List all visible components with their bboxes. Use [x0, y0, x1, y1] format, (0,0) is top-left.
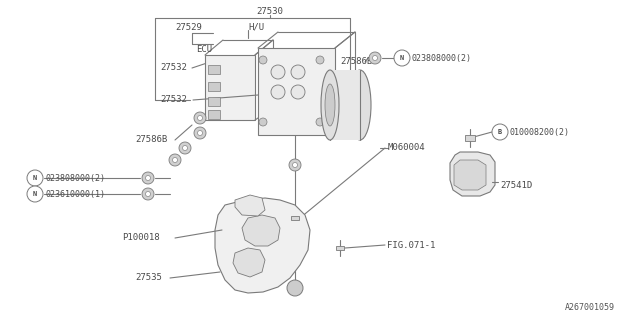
Circle shape [145, 175, 150, 180]
Polygon shape [233, 248, 265, 277]
Text: 27535: 27535 [135, 274, 162, 283]
Circle shape [291, 65, 305, 79]
Circle shape [492, 124, 508, 140]
Bar [330, 70, 360, 140]
Text: 27532: 27532 [160, 95, 187, 105]
Circle shape [289, 159, 301, 171]
Circle shape [316, 56, 324, 64]
Polygon shape [450, 152, 495, 196]
Text: 010008200(2): 010008200(2) [510, 127, 570, 137]
Circle shape [292, 163, 298, 167]
Text: 023610000(1): 023610000(1) [45, 189, 105, 198]
Ellipse shape [321, 70, 339, 140]
Text: M060004: M060004 [388, 143, 426, 153]
Circle shape [372, 55, 378, 60]
Circle shape [259, 118, 267, 126]
Bar [336, 246, 344, 250]
Ellipse shape [325, 84, 335, 126]
Circle shape [198, 116, 202, 121]
Circle shape [27, 186, 43, 202]
Text: 27532: 27532 [160, 63, 187, 73]
Circle shape [145, 191, 150, 196]
Text: B: B [498, 129, 502, 135]
Text: FIG.071-1: FIG.071-1 [387, 241, 435, 250]
Circle shape [198, 131, 202, 135]
Circle shape [27, 170, 43, 186]
Bar [465, 135, 475, 141]
Polygon shape [235, 195, 265, 216]
Circle shape [179, 142, 191, 154]
Circle shape [142, 172, 154, 184]
Bar [208, 65, 220, 74]
Text: 27586B: 27586B [135, 135, 167, 145]
Polygon shape [454, 160, 486, 190]
Text: P100018: P100018 [122, 234, 159, 243]
Bar [291, 216, 299, 220]
Bar [258, 48, 335, 135]
Bar [208, 97, 220, 106]
Polygon shape [215, 198, 310, 293]
Text: 27541D: 27541D [500, 180, 532, 189]
Circle shape [182, 146, 188, 150]
Text: 27586B: 27586B [340, 58, 372, 67]
Text: N: N [400, 55, 404, 61]
Ellipse shape [349, 70, 371, 140]
Bar [208, 82, 220, 91]
Text: 27530: 27530 [257, 7, 284, 17]
Text: A267001059: A267001059 [565, 303, 615, 313]
Circle shape [142, 188, 154, 200]
Text: 023808000(2): 023808000(2) [412, 53, 472, 62]
Text: ECU: ECU [196, 45, 212, 54]
Circle shape [287, 280, 303, 296]
Text: 023808000(2): 023808000(2) [45, 173, 105, 182]
Text: N: N [33, 175, 37, 181]
Circle shape [271, 85, 285, 99]
Circle shape [173, 157, 177, 163]
Circle shape [316, 118, 324, 126]
Polygon shape [242, 215, 280, 246]
Circle shape [291, 85, 305, 99]
Text: N: N [33, 191, 37, 197]
Text: H/U: H/U [248, 22, 264, 31]
Circle shape [194, 112, 206, 124]
Circle shape [259, 56, 267, 64]
Circle shape [271, 65, 285, 79]
Text: 27529: 27529 [175, 22, 202, 31]
Circle shape [394, 50, 410, 66]
Circle shape [169, 154, 181, 166]
Bar [208, 110, 220, 119]
Circle shape [369, 52, 381, 64]
Circle shape [194, 127, 206, 139]
Bar [205, 55, 255, 120]
